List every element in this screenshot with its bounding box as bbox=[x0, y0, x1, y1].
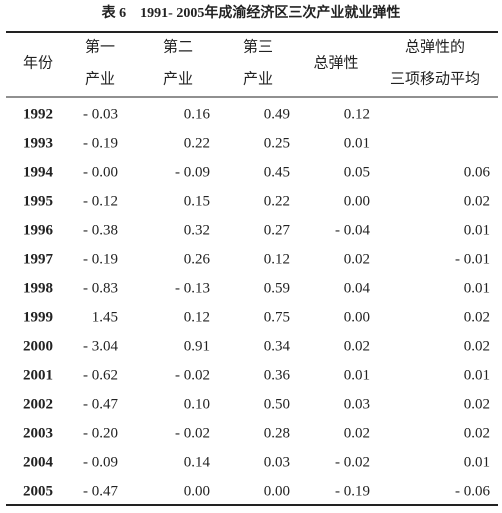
value-cell: 0.12 bbox=[264, 251, 290, 267]
value-cell: 0.16 bbox=[184, 106, 211, 122]
value-cell: 0.25 bbox=[264, 135, 290, 151]
value-cell: 0.14 bbox=[184, 454, 211, 470]
value-cell: 0.01 bbox=[464, 280, 490, 296]
value-cell: 1.45 bbox=[92, 309, 118, 325]
value-cell: - 0.38 bbox=[83, 222, 118, 238]
value-cell: 0.05 bbox=[344, 164, 370, 180]
value-cell: 0.27 bbox=[264, 222, 291, 238]
year-cell: 1996 bbox=[23, 222, 54, 238]
value-cell: - 0.19 bbox=[83, 251, 118, 267]
value-cell: - 0.01 bbox=[455, 251, 490, 267]
value-cell: 0.34 bbox=[264, 338, 291, 354]
value-cell: 0.91 bbox=[184, 338, 210, 354]
value-cell: - 0.09 bbox=[175, 164, 210, 180]
year-cell: 1997 bbox=[23, 251, 54, 267]
header-cell: 总弹性的 bbox=[405, 38, 465, 55]
year-cell: 2005 bbox=[23, 483, 53, 499]
header-cell: 产业 bbox=[243, 70, 273, 87]
value-cell: 0.03 bbox=[264, 454, 290, 470]
value-cell: 0.01 bbox=[344, 367, 370, 383]
year-cell: 1992 bbox=[23, 106, 53, 122]
year-cell: 1999 bbox=[23, 309, 53, 325]
year-cell: 1993 bbox=[23, 135, 53, 151]
value-cell: 0.00 bbox=[344, 193, 370, 209]
value-cell: - 0.20 bbox=[83, 425, 118, 441]
value-cell: 0.22 bbox=[184, 135, 210, 151]
year-cell: 1995 bbox=[23, 193, 53, 209]
value-cell: - 0.83 bbox=[83, 280, 118, 296]
value-cell: - 0.47 bbox=[83, 396, 118, 412]
value-cell: 0.06 bbox=[464, 164, 491, 180]
value-cell: 0.32 bbox=[184, 222, 210, 238]
value-cell: 0.26 bbox=[184, 251, 211, 267]
header-cell: 三项移动平均 bbox=[390, 70, 480, 87]
value-cell: - 0.47 bbox=[83, 483, 118, 499]
value-cell: 0.01 bbox=[464, 367, 490, 383]
value-cell: 0.22 bbox=[264, 193, 290, 209]
value-cell: - 0.19 bbox=[335, 483, 370, 499]
value-cell: 0.04 bbox=[344, 280, 371, 296]
value-cell: - 0.02 bbox=[175, 425, 210, 441]
year-cell: 2004 bbox=[23, 454, 54, 470]
value-cell: 0.02 bbox=[344, 338, 370, 354]
value-cell: 0.02 bbox=[464, 396, 490, 412]
value-cell: - 0.09 bbox=[83, 454, 118, 470]
value-cell: 0.02 bbox=[344, 251, 370, 267]
value-cell: 0.03 bbox=[344, 396, 370, 412]
value-cell: 0.75 bbox=[264, 309, 290, 325]
value-cell: 0.12 bbox=[344, 106, 370, 122]
value-cell: 0.00 bbox=[264, 483, 290, 499]
value-cell: 0.02 bbox=[344, 425, 370, 441]
value-cell: 0.12 bbox=[184, 309, 210, 325]
value-cell: 0.10 bbox=[184, 396, 210, 412]
header-cell: 产业 bbox=[85, 70, 115, 87]
year-cell: 2003 bbox=[23, 425, 53, 441]
value-cell: 0.00 bbox=[184, 483, 210, 499]
value-cell: 0.02 bbox=[464, 193, 490, 209]
value-cell: 0.01 bbox=[464, 454, 490, 470]
value-cell: 0.02 bbox=[464, 425, 490, 441]
value-cell: 0.28 bbox=[264, 425, 290, 441]
year-cell: 2002 bbox=[23, 396, 53, 412]
value-cell: 0.45 bbox=[264, 164, 290, 180]
value-cell: - 0.13 bbox=[175, 280, 210, 296]
year-cell: 1994 bbox=[23, 164, 54, 180]
value-cell: 0.02 bbox=[464, 338, 490, 354]
value-cell: - 0.02 bbox=[335, 454, 370, 470]
value-cell: 0.01 bbox=[464, 222, 490, 238]
value-cell: 0.59 bbox=[264, 280, 290, 296]
year-cell: 2001 bbox=[23, 367, 53, 383]
value-cell: - 0.19 bbox=[83, 135, 118, 151]
header-cell: 第一 bbox=[85, 37, 115, 55]
value-cell: 0.00 bbox=[344, 309, 370, 325]
value-cell: 0.36 bbox=[264, 367, 291, 383]
year-cell: 2000 bbox=[23, 338, 53, 354]
header-cell: 第二 bbox=[163, 37, 193, 55]
header-cell: 第三 bbox=[243, 37, 273, 55]
value-cell: 0.49 bbox=[264, 106, 290, 122]
value-cell: 0.50 bbox=[264, 396, 290, 412]
value-cell: - 0.00 bbox=[83, 164, 118, 180]
value-cell: 0.15 bbox=[184, 193, 210, 209]
year-cell: 1998 bbox=[23, 280, 53, 296]
value-cell: - 0.12 bbox=[83, 193, 118, 209]
value-cell: - 0.03 bbox=[83, 106, 118, 122]
value-cell: - 0.04 bbox=[335, 222, 370, 238]
header-cell: 产业 bbox=[163, 70, 193, 87]
value-cell: 0.02 bbox=[464, 309, 490, 325]
value-cell: - 0.62 bbox=[83, 367, 118, 383]
header-cell: 总弹性 bbox=[313, 54, 358, 71]
value-cell: - 0.06 bbox=[455, 483, 490, 499]
table-title: 表 6 1991- 2005年成渝经济区三次产业就业弹性 bbox=[101, 4, 401, 21]
header-cell: 年份 bbox=[23, 54, 53, 71]
value-cell: 0.01 bbox=[344, 135, 370, 151]
value-cell: - 3.04 bbox=[83, 338, 118, 354]
value-cell: - 0.02 bbox=[175, 367, 210, 383]
